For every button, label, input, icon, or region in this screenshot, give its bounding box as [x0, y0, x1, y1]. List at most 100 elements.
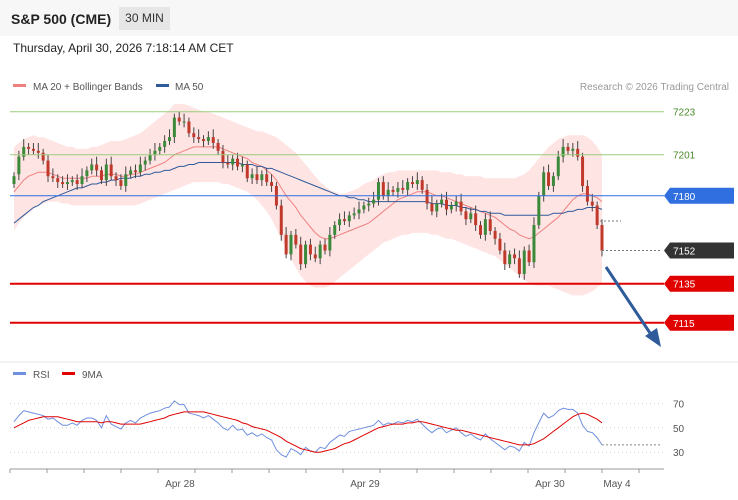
candle-body: [284, 234, 288, 255]
candle-body: [498, 238, 502, 251]
copyright-text: Research © 2026 Trading Central: [580, 82, 729, 93]
candle-body: [31, 148, 35, 151]
candle-body: [119, 180, 123, 186]
candle-body: [129, 170, 133, 175]
projection-arrow-head: [645, 328, 661, 347]
candle-body: [148, 154, 152, 161]
candle-body: [308, 244, 312, 255]
candle-body: [517, 258, 521, 274]
candle-body: [328, 234, 332, 251]
candle-body: [133, 170, 137, 173]
candle-body: [474, 213, 478, 226]
candle-body: [279, 205, 283, 235]
candle-body: [143, 160, 147, 165]
candle-body: [595, 205, 599, 226]
candle-body: [99, 170, 103, 181]
candle-body: [109, 164, 113, 177]
candle-body: [493, 230, 497, 239]
level-label: 7115: [673, 319, 695, 330]
candle-body: [289, 234, 293, 255]
candle-body: [255, 174, 259, 181]
candle-body: [211, 137, 215, 143]
candle-body: [479, 225, 483, 235]
candle-body: [85, 170, 89, 177]
candle-body: [464, 211, 468, 220]
candle-body: [547, 172, 551, 186]
x-tick-label: May 4: [603, 479, 631, 490]
rsi-line: [13, 400, 603, 458]
rsi-legend-swatch: [13, 372, 26, 375]
candle-body: [304, 244, 308, 265]
candle-body: [172, 117, 176, 138]
level-tag: [664, 242, 734, 259]
level-label: 7180: [673, 192, 696, 203]
candle-body: [216, 142, 220, 151]
candle-body: [56, 178, 60, 183]
candle-body: [36, 150, 40, 153]
candle-body: [90, 164, 94, 171]
candle-body: [513, 254, 517, 259]
candle-body: [313, 254, 317, 259]
ma50-legend-swatch: [156, 84, 169, 87]
candle-body: [51, 176, 55, 179]
candle-body: [236, 158, 240, 167]
candle-body: [192, 133, 196, 138]
chart-datetime: Thursday, April 30, 2026 7:18:14 AM CET: [13, 41, 234, 55]
candle-body: [187, 121, 191, 134]
candle-body: [114, 176, 118, 181]
rsi-tick-label: 50: [673, 424, 685, 435]
candle-body: [245, 164, 249, 179]
candle-body: [27, 146, 31, 149]
candle-body: [342, 219, 346, 222]
candle-body: [250, 174, 254, 179]
candle-body: [435, 203, 439, 212]
ma9-legend-label: 9MA: [82, 370, 103, 381]
candle-body: [585, 185, 589, 202]
candle-body: [206, 137, 210, 142]
rsi-legend-label: RSI: [33, 370, 50, 381]
candle-body: [80, 176, 84, 185]
candle-body: [410, 182, 414, 185]
candle-body: [440, 199, 444, 204]
rsi-tick-label: 70: [673, 399, 685, 410]
candle-body: [231, 158, 235, 165]
candle-body: [420, 180, 424, 190]
candle-body: [95, 164, 99, 171]
candle-body: [294, 234, 298, 245]
candle-body: [522, 250, 526, 274]
candle-body: [163, 141, 167, 147]
candle-body: [386, 189, 390, 196]
candle-body: [459, 201, 463, 212]
candle-body: [182, 121, 186, 123]
level-tag: [664, 314, 734, 331]
candle-body: [158, 146, 162, 151]
candle-body: [469, 213, 473, 220]
rsi-ma-line: [13, 411, 603, 453]
candle-body: [65, 182, 69, 185]
candle-body: [22, 146, 26, 157]
candle-body: [600, 225, 604, 251]
candle-body: [12, 176, 16, 185]
candle-body: [571, 148, 575, 151]
candle-body: [75, 180, 79, 185]
projection-arrow: [604, 266, 654, 337]
candle-body: [503, 250, 507, 265]
candle-body: [406, 182, 410, 190]
candle-body: [323, 244, 327, 251]
bollinger-band-area: [14, 103, 602, 296]
candle-body: [396, 187, 400, 192]
candle-body: [444, 199, 448, 210]
level-label: 7152: [673, 246, 696, 257]
candle-body: [381, 182, 385, 196]
candle-body: [46, 160, 50, 177]
candle-body: [61, 182, 65, 185]
candle-body: [41, 152, 45, 161]
candle-body: [532, 225, 536, 263]
candle-body: [581, 156, 585, 186]
candle-body: [70, 180, 74, 183]
candle-body: [347, 215, 351, 222]
timeframe-button[interactable]: 30 MIN: [119, 7, 170, 30]
candle-body: [177, 117, 181, 122]
candle-body: [449, 205, 453, 210]
candle-body: [202, 139, 206, 142]
